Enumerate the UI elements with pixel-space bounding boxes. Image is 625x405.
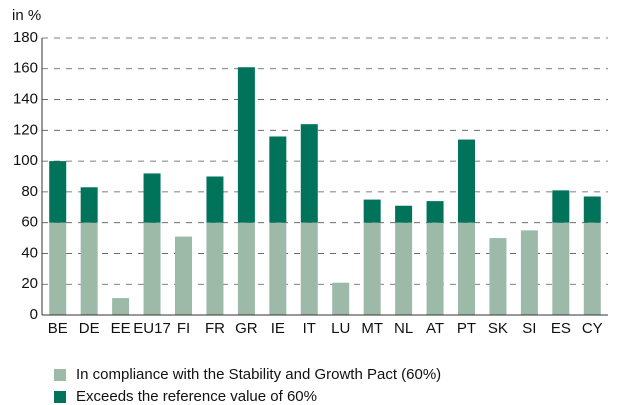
bar-segment [363,222,381,315]
x-tick-label: SI [522,320,536,337]
bar-segment [143,222,161,315]
bar-segment [49,222,67,315]
x-tick-label: MT [361,320,383,337]
bar-segment [395,205,413,223]
y-tick-label: 60 [21,214,38,231]
legend-swatch [54,391,66,403]
x-tick-label: FI [177,320,190,337]
bar-segment [332,282,350,315]
bar-segment [552,190,570,223]
legend-label: In compliance with the Stability and Gro… [76,366,441,383]
bar-segment [426,222,444,315]
bar-segment [49,161,67,223]
x-tick-label: ES [551,320,571,337]
y-tick-label: 80 [21,183,38,200]
legend-label: Exceeds the reference value of 60% [76,388,317,405]
bar-segment [80,187,98,223]
bar-segment [206,176,224,223]
bar-segment [458,222,475,315]
bar-segment [206,222,224,315]
bar-segment [269,136,287,223]
bar-segment [80,222,98,315]
y-tick-label: 40 [21,244,38,261]
y-tick-label: 160 [13,60,38,77]
x-tick-label: DE [79,320,100,337]
x-tick-label: GR [235,320,258,337]
x-tick-label: IE [271,320,285,337]
bar-segment [552,222,570,315]
bar-segment [520,230,538,315]
legend-swatch [54,369,66,381]
x-tick-label: PT [457,320,476,337]
bar-segment [269,222,287,315]
bar-segment [395,222,413,315]
bar-segment [112,298,130,315]
x-tick-label: NL [394,320,413,337]
x-tick-label: LU [331,320,350,337]
y-tick-label: 180 [13,29,38,46]
y-tick-label: 140 [13,91,38,108]
bar-segment [489,238,507,315]
y-axis-label: in % [12,7,41,24]
y-tick-label: 20 [21,275,38,292]
x-tick-label: EE [111,320,131,337]
bar-segment [300,124,318,223]
bar-segment [583,222,601,315]
x-tick-label: IT [303,320,316,337]
bar-segment [143,173,161,223]
y-tick-label: 120 [13,121,38,138]
x-tick-label: FR [205,320,225,337]
x-tick-label: EU17 [133,320,171,337]
bar-segment [237,67,255,223]
x-tick-label: AT [426,320,444,337]
x-tick-label: SK [488,320,508,337]
y-tick-label: 100 [13,152,38,169]
x-tick-label: BE [48,320,68,337]
x-tick-label: CY [582,320,603,337]
bar-segment [300,222,318,315]
bar-segment [583,196,601,223]
bar-segment [363,199,381,223]
bar-segment [175,236,192,315]
bar-segment [237,222,255,315]
y-tick-label: 0 [30,306,38,323]
bar-segment [458,139,475,223]
bar-segment [426,201,444,223]
